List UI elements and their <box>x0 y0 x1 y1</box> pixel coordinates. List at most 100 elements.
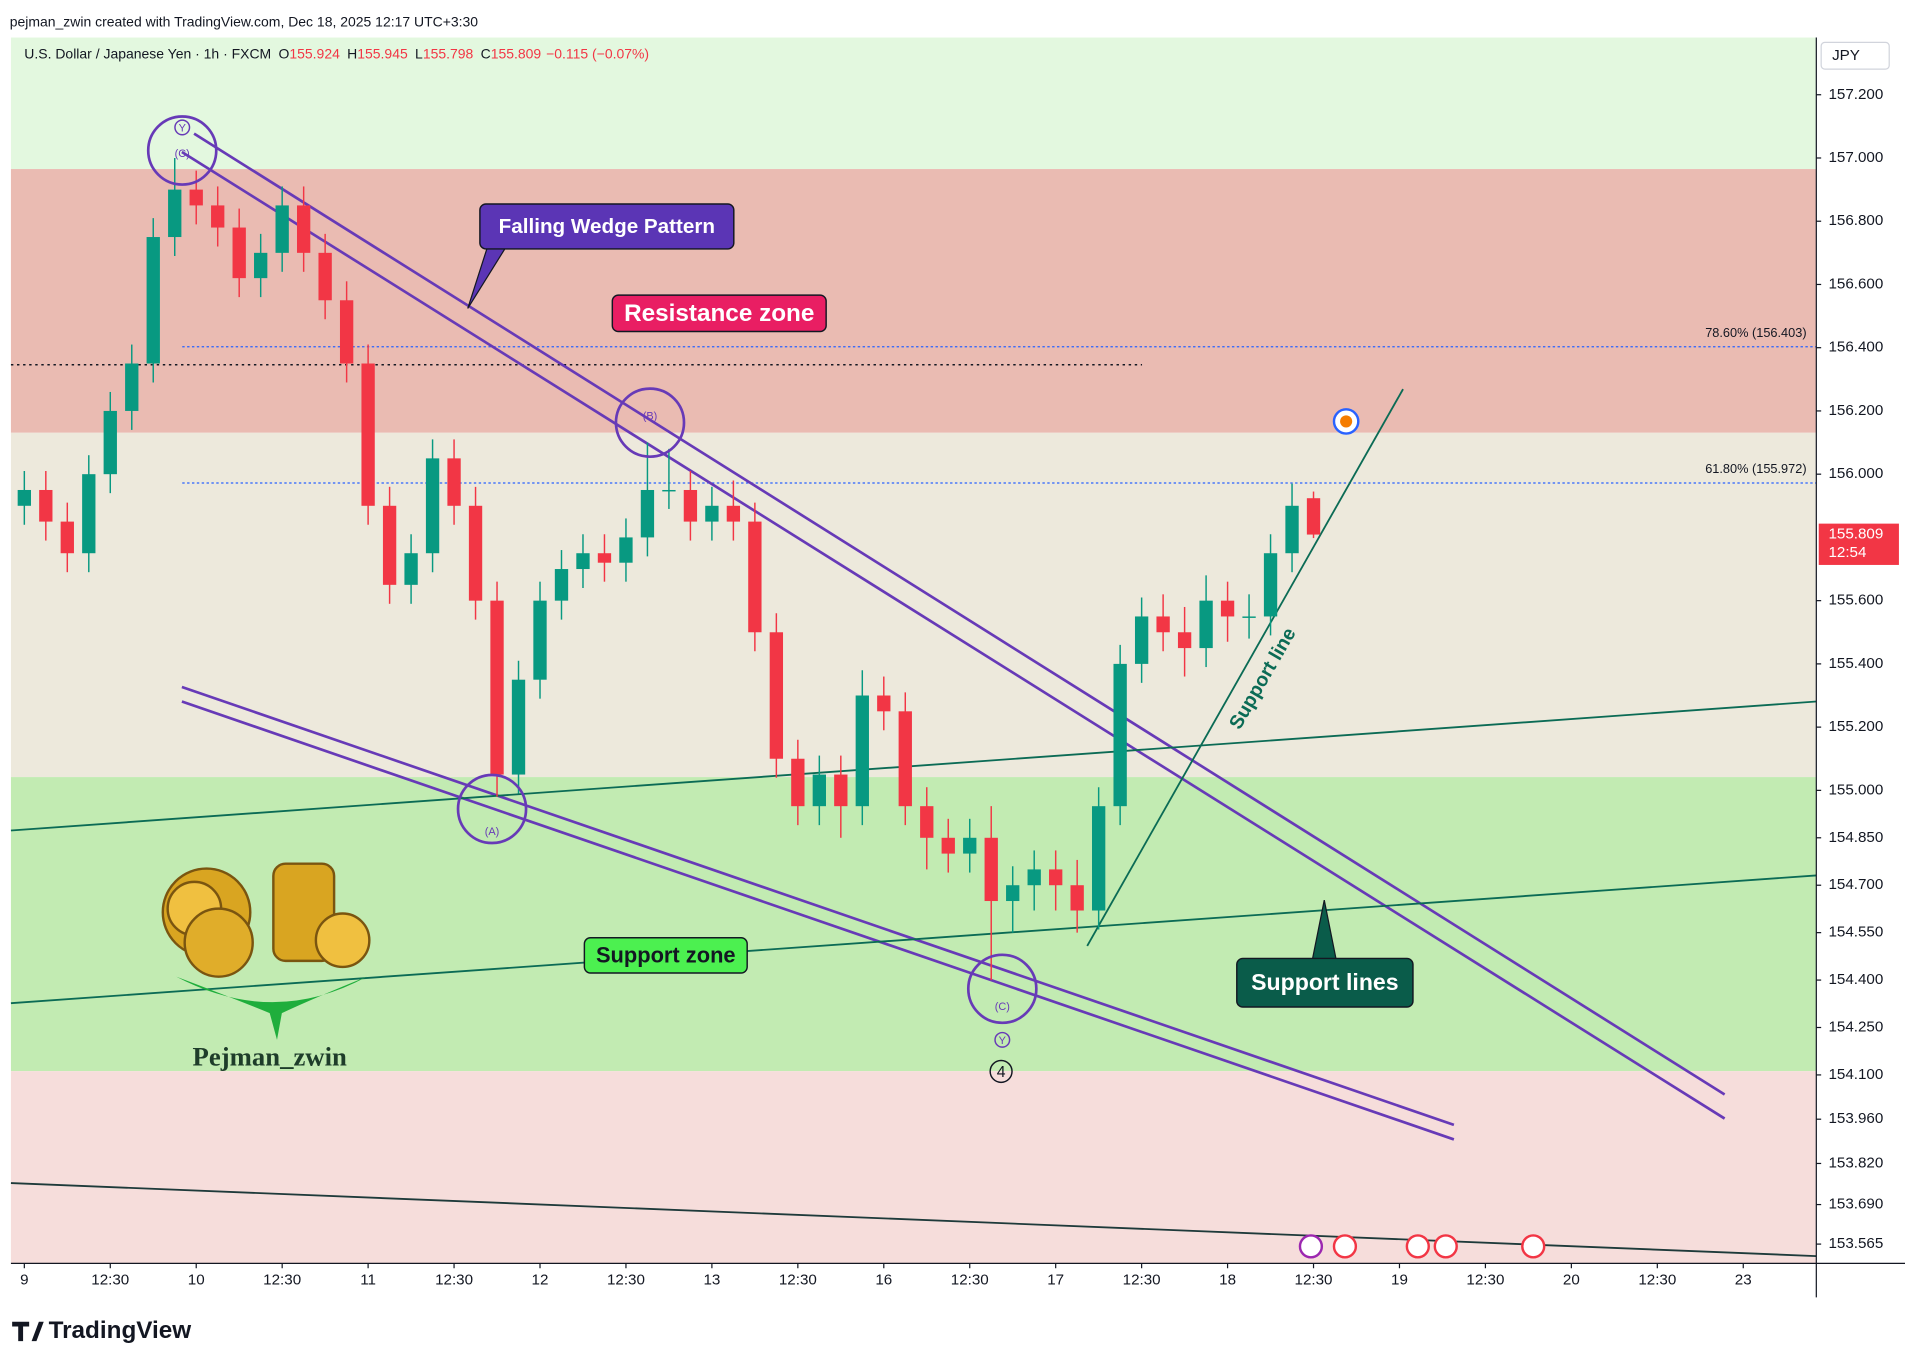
last-price-tag <box>1818 523 1899 565</box>
candle-body <box>597 553 612 563</box>
y-tick-label: 153.565 <box>1828 1235 1883 1252</box>
candle-body <box>254 252 268 279</box>
legend-item: 155.945 <box>357 45 408 61</box>
trendline <box>181 150 1726 1120</box>
candle-body <box>1263 553 1278 617</box>
y-tick-label: 153.960 <box>1828 1110 1883 1127</box>
candle-body <box>490 600 504 775</box>
candle-body <box>855 695 869 807</box>
coin <box>183 907 254 978</box>
wedge-label: Falling Wedge Pattern <box>499 215 715 238</box>
candle-body <box>812 774 826 807</box>
price-axis-bg <box>1816 37 1905 1264</box>
zone <box>10 169 1817 433</box>
candle-body <box>920 806 934 838</box>
coin <box>314 912 371 969</box>
logo-mark <box>12 1321 44 1342</box>
candle-body <box>447 458 461 506</box>
legend-item: H <box>347 45 357 61</box>
x-tick-label: 12:30 <box>1123 1271 1161 1288</box>
candle-body <box>275 205 289 253</box>
y-tick-label: 154.400 <box>1828 971 1883 988</box>
event-icon <box>1521 1234 1546 1259</box>
y-tick-label: 155.400 <box>1828 655 1883 672</box>
y-tick-label: 156.200 <box>1828 402 1883 419</box>
y-tick-label: 156.600 <box>1828 275 1883 292</box>
x-tick-label: 9 <box>20 1271 28 1288</box>
trendline <box>181 700 1455 1141</box>
candle-body <box>576 553 590 570</box>
wave-circle <box>146 115 218 186</box>
candle-body <box>382 505 397 585</box>
y-tick-label: 157.200 <box>1828 86 1883 103</box>
tradingview-logo: TradingView <box>12 1317 191 1344</box>
y-tick-label: 156.400 <box>1828 339 1883 356</box>
decorations <box>161 408 1546 1259</box>
trendline <box>1086 388 1404 947</box>
wedge-label-box <box>479 203 735 250</box>
legend-item: 155.924 <box>289 45 340 61</box>
resistance-label: Resistance zone <box>624 300 814 327</box>
candle-body <box>1070 885 1084 911</box>
candle-body <box>1242 616 1256 618</box>
x-tick-label: 12:30 <box>951 1271 989 1288</box>
fib-label: 78.60% (156.403) <box>1705 325 1806 340</box>
currency: JPY <box>1832 47 1860 64</box>
x-tick-label: 17 <box>1047 1271 1064 1288</box>
x-tick-label: 10 <box>188 1271 205 1288</box>
author-label: Pejman_zwin <box>193 1041 347 1071</box>
event-icon <box>1405 1234 1430 1259</box>
event-icon <box>1298 1234 1324 1259</box>
x-tick-label: 12:30 <box>779 1271 817 1288</box>
candle-body <box>425 458 440 554</box>
candle-body <box>1306 498 1321 535</box>
candle-body <box>533 600 547 680</box>
support-lines-label: Support lines <box>1251 969 1398 995</box>
y-tick-label: 154.700 <box>1828 876 1883 893</box>
candle-body <box>1177 632 1192 649</box>
candle-body <box>662 489 676 492</box>
trendline <box>181 685 1455 1127</box>
zone <box>10 432 1817 778</box>
candle-body <box>511 679 526 775</box>
wave-label: Y <box>999 1035 1007 1047</box>
y-tick-label: 154.250 <box>1828 1019 1883 1036</box>
y-tick-label: 153.690 <box>1828 1196 1883 1213</box>
x-tick-label: 18 <box>1219 1271 1236 1288</box>
legend-item: L <box>415 45 423 61</box>
candle-body <box>705 505 719 522</box>
candle-body <box>726 505 741 522</box>
candle-body <box>103 410 117 475</box>
x-tick-label: 12:30 <box>1295 1271 1333 1288</box>
x-tick-label: 12:30 <box>1638 1271 1676 1288</box>
candle-body <box>1134 616 1149 664</box>
attribution: pejman_zwin created with TradingView.com… <box>10 14 479 30</box>
x-tick-label: 12:30 <box>263 1271 301 1288</box>
y-tick-label: 154.550 <box>1828 924 1883 941</box>
logo-text: TradingView <box>49 1317 192 1344</box>
candle-body <box>1220 600 1235 617</box>
event-icon <box>1332 1234 1358 1259</box>
x-tick-label: 11 <box>360 1271 376 1288</box>
y-tick-label: 155.600 <box>1828 592 1883 609</box>
x-tick-label: 12:30 <box>607 1271 645 1288</box>
candle-body <box>1113 663 1127 807</box>
wave-ring <box>994 1031 1011 1048</box>
y-tick-label: 156.800 <box>1828 212 1883 229</box>
fib-label: 61.80% (155.972) <box>1705 461 1806 476</box>
legend-item: −0.115 (−0.07%) <box>546 45 649 61</box>
candle-body <box>1049 869 1063 886</box>
candle-body <box>984 837 998 902</box>
legend-item: O <box>278 45 289 61</box>
candle-body <box>404 553 418 585</box>
candle-body <box>640 489 655 538</box>
y-tick-label: 156.000 <box>1828 465 1883 482</box>
wave-circle <box>456 773 528 845</box>
trendline <box>193 132 1726 1096</box>
candle-body <box>683 489 698 522</box>
event-icon <box>1433 1234 1458 1259</box>
candle-body <box>834 774 848 807</box>
y-tick-label: 154.850 <box>1828 829 1883 846</box>
candle-body <box>769 632 784 759</box>
wave-circle <box>614 387 686 459</box>
